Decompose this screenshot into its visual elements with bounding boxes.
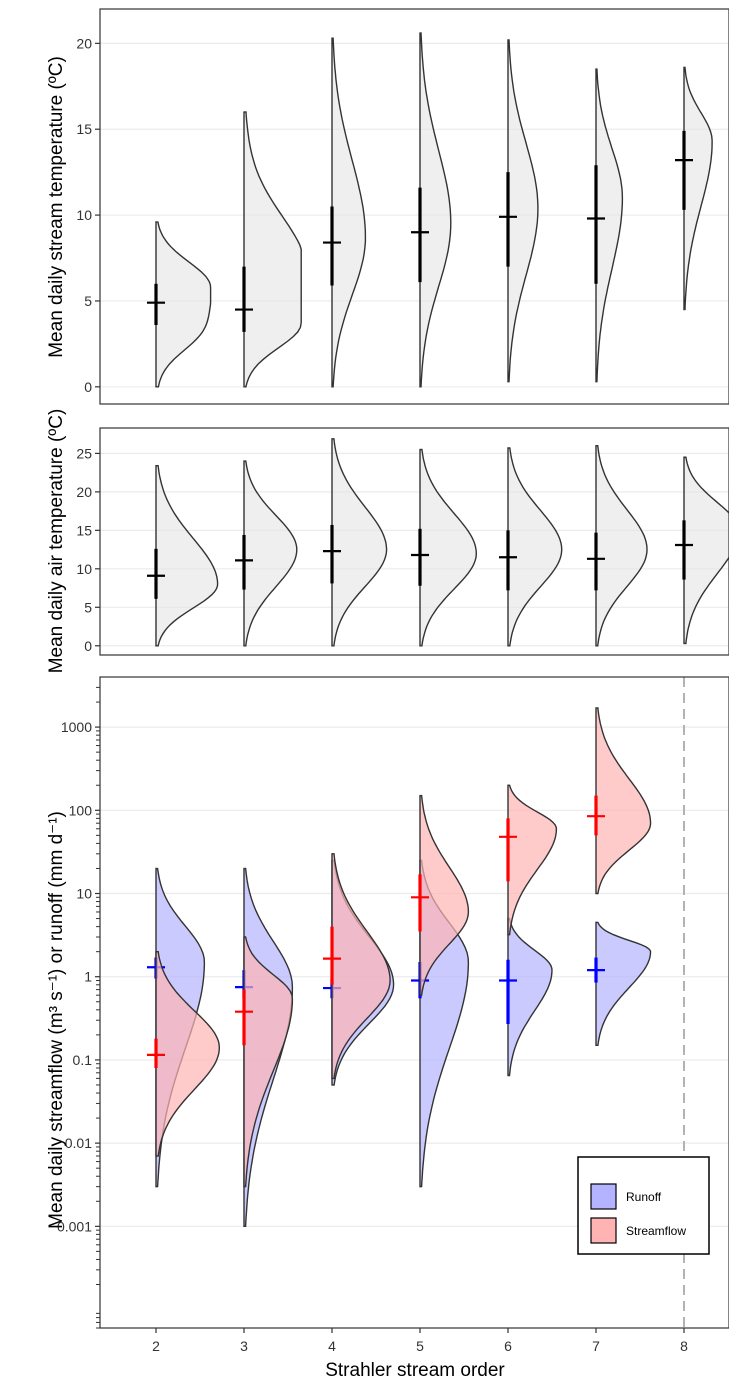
order-5-violin (419, 448, 478, 647)
order-8-violin (683, 66, 713, 311)
order-7-violin (595, 444, 648, 647)
plot-background (100, 9, 729, 404)
y-tick-label: 1 (84, 969, 92, 985)
legend-label-streamflow: Streamflow (626, 1224, 686, 1238)
order-4-violin (331, 438, 388, 647)
x-tick-label: 5 (416, 1338, 424, 1354)
y-axis-title-air-temperature: Mean daily air temperature (ºC) (46, 409, 67, 674)
y-tick-label: 15 (76, 522, 92, 538)
y-axis-title-streamflow: Mean daily streamflow (m³ s⁻¹) or runoff… (46, 811, 67, 1229)
order-2-violin (155, 464, 219, 647)
legend-swatch-streamflow (590, 1217, 617, 1244)
x-tick-label: 3 (240, 1338, 248, 1354)
panel-frame (99, 8, 729, 405)
x-tick-label: 8 (680, 1338, 688, 1354)
y-tick-label: 5 (84, 599, 92, 615)
y-tick-label: 100 (69, 802, 93, 818)
order-8-violin (683, 456, 729, 645)
y-tick-label: 20 (76, 35, 92, 51)
order-4-violin (331, 37, 367, 388)
y-tick-label: 10 (76, 561, 92, 577)
streamflow-4-violin (331, 853, 391, 1080)
streamflow-5-violin (419, 794, 470, 996)
order-3-violin (243, 111, 302, 388)
legend-label-runoff: Runoff (626, 1190, 662, 1204)
y-tick-label: 10 (76, 886, 92, 902)
y-tick-label: 0.001 (57, 1218, 92, 1234)
y-tick-label: 0.1 (73, 1052, 93, 1068)
streamflow-6-violin (507, 784, 558, 936)
y-tick-label: 25 (76, 445, 92, 461)
x-tick-label: 4 (328, 1338, 336, 1354)
panel-frame (99, 427, 729, 656)
legend-swatch-runoff (590, 1183, 617, 1210)
x-tick-label: 2 (152, 1338, 160, 1354)
stream-temperature-panel: 0 5 10 15 20 (76, 8, 729, 405)
order-3-violin (243, 460, 298, 647)
runoff-7-violin (595, 921, 652, 1047)
x-tick-label: 7 (592, 1338, 600, 1354)
panel-frame (99, 676, 729, 1329)
streamflow-2-violin (155, 950, 221, 1157)
x-tick-label: 6 (504, 1338, 512, 1354)
order-6-violin (507, 447, 563, 647)
air-temperature-panel: 0 5 10 15 20 25 (76, 427, 729, 656)
axis-titles: Mean daily stream temperature (ºC) Mean … (46, 56, 505, 1381)
y-tick-label: 5 (84, 293, 92, 309)
y-axis-title-stream-temperature: Mean daily stream temperature (ºC) (46, 56, 67, 358)
streamflow-3-violin (243, 936, 294, 1188)
order-6-violin (507, 39, 539, 383)
y-tick-label: 0 (84, 638, 92, 654)
order-2-violin (155, 221, 212, 388)
y-tick-label: 10 (76, 207, 92, 223)
y-tick-label: 0 (84, 379, 92, 395)
y-tick-label: 0.01 (65, 1135, 92, 1151)
runoff-6-violin (507, 917, 553, 1077)
order-7-violin (595, 68, 624, 383)
x-axis-title: Strahler stream order (325, 1360, 505, 1381)
y-tick-label: 1000 (61, 719, 92, 735)
y-tick-label: 15 (76, 121, 92, 137)
y-tick-label: 20 (76, 484, 92, 500)
order-5-violin (419, 32, 452, 388)
streamflow-7-violin (595, 707, 652, 895)
legend: Runoff Streamflow (577, 1156, 710, 1255)
